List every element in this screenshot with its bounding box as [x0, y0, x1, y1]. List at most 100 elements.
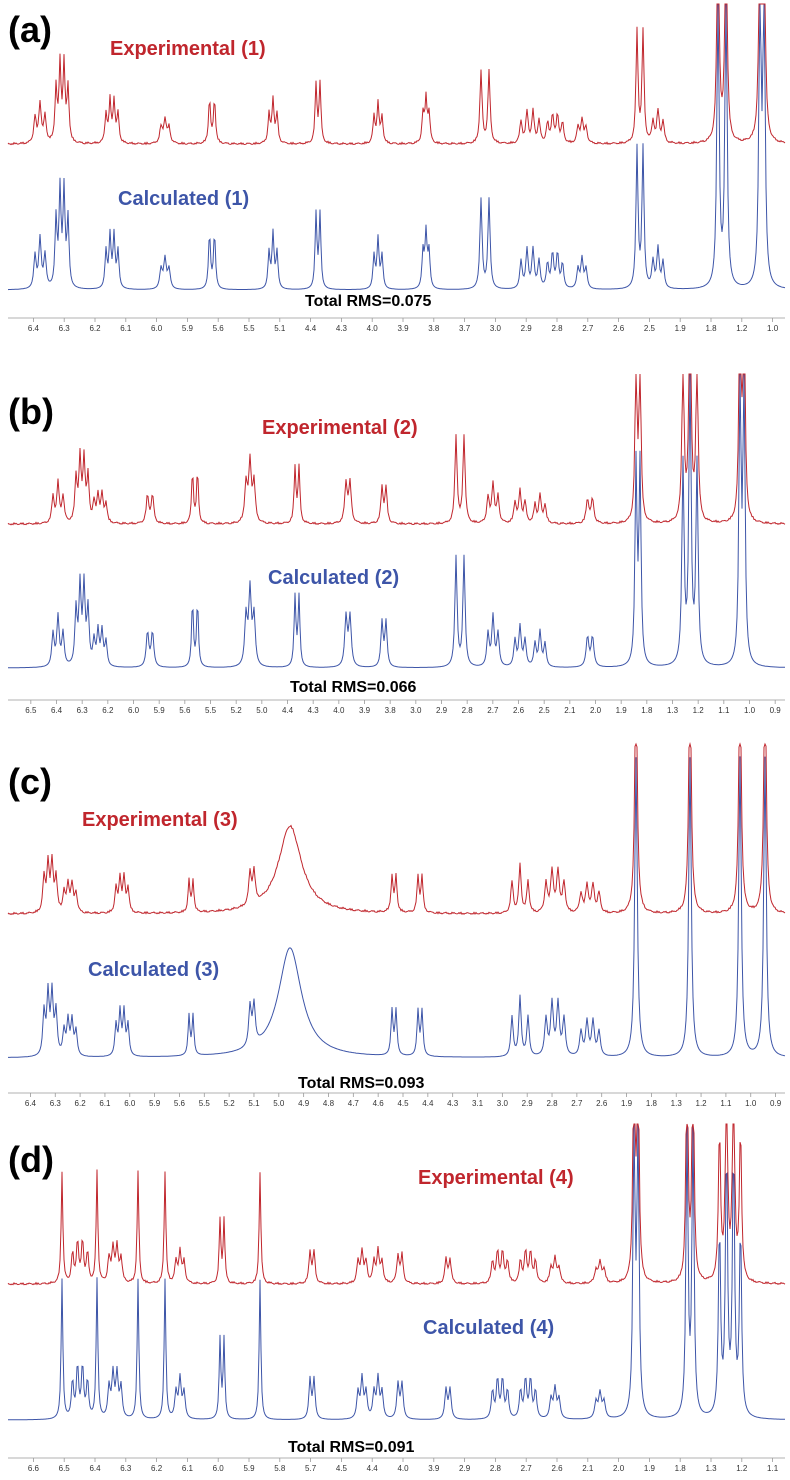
tick-label: 6.5: [25, 706, 37, 715]
tick-label: 1.0: [744, 706, 756, 715]
tick-label: 1.1: [720, 1099, 732, 1108]
tick-label: 6.3: [50, 1099, 62, 1108]
tick-label: 1.2: [696, 1099, 708, 1108]
tick-label: 4.3: [308, 706, 320, 715]
tick-label: 6.4: [28, 324, 40, 333]
tick-label: 3.8: [385, 706, 397, 715]
tick-label: 3.9: [359, 706, 371, 715]
tick-label: 2.6: [513, 706, 525, 715]
tick-label: 3.0: [490, 324, 502, 333]
tick-label: 1.8: [705, 324, 717, 333]
tick-label: 5.5: [205, 706, 217, 715]
panel-label: (b): [8, 391, 54, 432]
tick-label: 1.8: [675, 1464, 687, 1473]
tick-label: 1.9: [621, 1099, 633, 1108]
tick-label: 1.3: [667, 706, 679, 715]
tick-label: 6.0: [151, 324, 163, 333]
tick-label: 2.1: [564, 706, 576, 715]
tick-label: 5.9: [149, 1099, 161, 1108]
tick-label: 3.8: [428, 324, 440, 333]
tick-label: 5.6: [174, 1099, 186, 1108]
calculated-spectrum: [7, 3, 786, 291]
tick-label: 2.7: [571, 1099, 583, 1108]
tick-label: 5.2: [224, 1099, 236, 1108]
tick-label: 2.5: [539, 706, 551, 715]
tick-label: 1.3: [671, 1099, 683, 1108]
tick-label: 6.2: [102, 706, 114, 715]
tick-label: 6.4: [25, 1099, 37, 1108]
calculated-title: Calculated (3): [88, 959, 219, 981]
tick-label: 2.8: [546, 1099, 558, 1108]
tick-label: 4.0: [397, 1464, 409, 1473]
tick-label: 6.4: [89, 1464, 101, 1473]
tick-label: 6.2: [151, 1464, 163, 1473]
tick-label: 6.1: [182, 1464, 194, 1473]
experimental-title: Experimental (1): [110, 38, 266, 60]
calculated-spectrum: [8, 756, 786, 1058]
tick-label: 4.0: [367, 324, 379, 333]
rms-label: Total RMS=0.075: [305, 293, 432, 310]
tick-label: 4.7: [348, 1099, 360, 1108]
tick-label: 6.0: [128, 706, 140, 715]
tick-label: 2.7: [487, 706, 499, 715]
tick-label: 5.0: [273, 1099, 285, 1108]
tick-label: 2.9: [521, 324, 533, 333]
tick-label: 2.8: [462, 706, 474, 715]
experimental-spectrum: [7, 742, 786, 916]
tick-label: 6.4: [51, 706, 63, 715]
tick-label: 2.6: [596, 1099, 608, 1108]
tick-label: 5.1: [248, 1099, 260, 1108]
tick-label: 4.5: [397, 1099, 409, 1108]
tick-label: 2.6: [613, 324, 625, 333]
tick-label: 1.0: [767, 324, 779, 333]
tick-label: 4.3: [447, 1099, 459, 1108]
tick-label: 6.1: [120, 324, 132, 333]
calculated-title: Calculated (4): [423, 1317, 554, 1339]
tick-label: 6.2: [75, 1099, 87, 1108]
tick-label: 1.2: [736, 1464, 748, 1473]
tick-label: 6.3: [59, 324, 71, 333]
calculated-title: Calculated (1): [118, 188, 249, 210]
calculated-spectrum: [8, 373, 785, 669]
tick-label: 6.3: [120, 1464, 132, 1473]
tick-label: 5.2: [231, 706, 243, 715]
tick-label: 4.3: [336, 324, 348, 333]
tick-label: 5.9: [182, 324, 194, 333]
panel-label: (d): [8, 1139, 54, 1180]
experimental-title: Experimental (3): [82, 809, 238, 831]
tick-label: 2.8: [551, 324, 563, 333]
tick-label: 3.0: [497, 1099, 509, 1108]
tick-label: 4.4: [367, 1464, 379, 1473]
tick-label: 0.9: [770, 706, 782, 715]
tick-label: 5.9: [154, 706, 166, 715]
tick-label: 3.7: [459, 324, 471, 333]
tick-label: 2.7: [521, 1464, 533, 1473]
tick-label: 5.5: [199, 1099, 211, 1108]
tick-label: 4.8: [323, 1099, 335, 1108]
tick-label: 2.9: [436, 706, 448, 715]
tick-label: 1.8: [641, 706, 653, 715]
tick-label: 1.2: [736, 324, 748, 333]
tick-label: 4.4: [305, 324, 317, 333]
tick-label: 6.5: [59, 1464, 71, 1473]
tick-label: 3.0: [410, 706, 422, 715]
tick-label: 5.6: [179, 706, 191, 715]
tick-label: 5.5: [243, 324, 255, 333]
calculated-title: Calculated (2): [268, 567, 399, 589]
tick-label: 5.9: [243, 1464, 255, 1473]
tick-label: 4.0: [333, 706, 345, 715]
tick-label: 4.9: [298, 1099, 310, 1108]
tick-label: 6.6: [28, 1464, 40, 1473]
tick-label: 1.9: [616, 706, 628, 715]
experimental-spectrum: [7, 1123, 786, 1286]
tick-label: 3.1: [472, 1099, 484, 1108]
tick-label: 4.4: [422, 1099, 434, 1108]
tick-label: 5.1: [274, 324, 286, 333]
tick-label: 2.1: [582, 1464, 594, 1473]
tick-label: 6.1: [99, 1099, 111, 1108]
tick-label: 1.2: [693, 706, 705, 715]
tick-label: 2.9: [459, 1464, 471, 1473]
tick-label: 4.6: [373, 1099, 385, 1108]
tick-label: 1.9: [675, 324, 687, 333]
